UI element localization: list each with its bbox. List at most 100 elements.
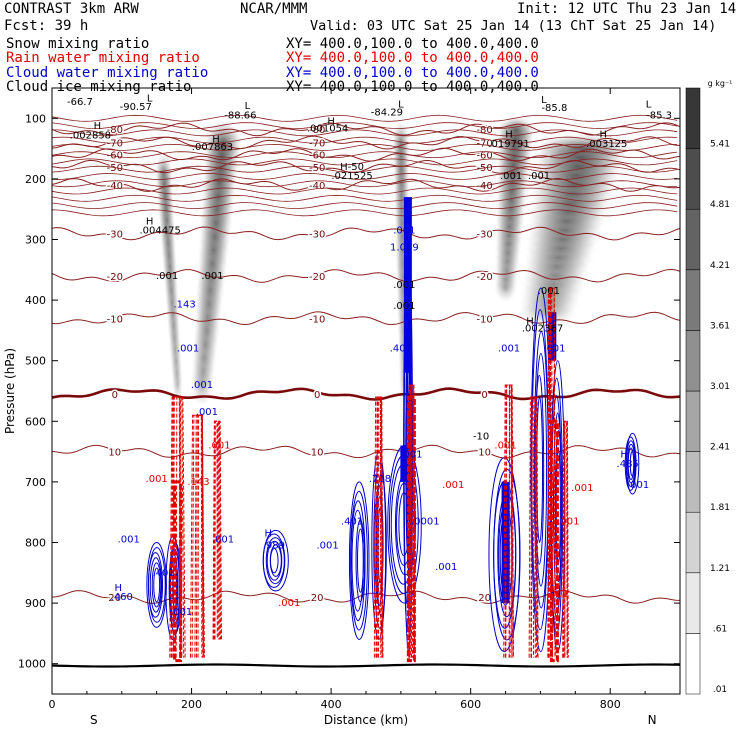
isotherm-label--10-1: -10	[309, 314, 325, 325]
y-tick-label-300: 300	[25, 234, 46, 247]
colorbar-swatch-1	[685, 572, 701, 634]
cloud-water-label-4: .001	[393, 225, 415, 236]
snow-label-18: L	[541, 95, 547, 106]
rain-contour-6	[530, 396, 535, 658]
cloud-water-contour-8	[534, 374, 545, 565]
cloud-water-label-13: .001	[316, 541, 338, 552]
rain-contour-3	[373, 396, 384, 658]
center-label: NCAR/MMM	[240, 1, 308, 17]
snow-label-4: -66.7	[67, 97, 93, 108]
isotherm-label--50-2: -50	[476, 163, 492, 174]
isotherm-label--30-0: -30	[107, 229, 123, 240]
cloud-water-label-1: .001	[177, 344, 199, 355]
isotherm-label--50-0: -50	[107, 163, 123, 174]
snow-label-22: -85.3	[646, 110, 672, 121]
snow-label-28: .001	[393, 301, 415, 312]
snow-label-8: L	[245, 101, 251, 112]
cloud-water-core-1	[400, 445, 409, 482]
x-end-label-south: S	[90, 713, 98, 727]
surface-line	[52, 663, 680, 668]
upper-isotherm	[52, 187, 678, 195]
snow-label-21: L	[646, 99, 652, 110]
x-tick-label-400: 400	[321, 698, 342, 711]
rain-contour-1	[195, 414, 204, 658]
y-tick-label-500: 500	[25, 355, 46, 368]
upper-isotherm	[52, 202, 678, 210]
field-label-rain: Rain water mixing ratio	[6, 50, 200, 66]
snow-label-11: -84.29	[371, 107, 403, 118]
cloud-water-contour-10	[625, 440, 636, 488]
cloud-water-label-5: 1.089	[390, 242, 419, 253]
rain-contour-6	[528, 396, 539, 658]
isotherm-label--40-2: -40	[476, 181, 492, 192]
rain-label-4: .001	[571, 483, 593, 494]
colorbar-label-6: 3.61	[710, 321, 730, 331]
isotherm-label--20-1: -20	[309, 272, 325, 283]
x-tick-label-200: 200	[181, 698, 202, 711]
y-tick-label-700: 700	[25, 476, 46, 489]
isotherm--30	[52, 226, 680, 241]
colorbar-label-3: 1.81	[710, 503, 730, 513]
snow-label-13: H-50	[340, 162, 364, 173]
rain-label-8: .001	[442, 480, 464, 491]
cloud-water-contour-4	[376, 496, 384, 595]
colorbar-swatch-5	[685, 330, 701, 392]
rain-label-0: .001	[208, 441, 230, 452]
cloud-water-label-23: .460	[111, 592, 133, 603]
snow-label-12: L	[398, 99, 404, 110]
model-title: CONTRAST 3km ARW	[4, 1, 139, 17]
rain-contour-3	[377, 396, 382, 658]
rain-label-2: .143	[187, 477, 209, 488]
cloud-water-label-11: H	[265, 528, 273, 539]
init-time: Init: 12 UTC Thu 23 Jan 14	[517, 1, 737, 17]
isotherm-label-10-1: 10	[311, 448, 324, 459]
cloud-water-label-24: .001	[170, 607, 192, 618]
cloud-water-label-10: .401	[153, 568, 175, 579]
plot-area: -80 -80 -80-70 -70 -70-60 -60 -60-50 -50 -50-40-…	[52, 88, 680, 694]
x-end-label-north: N	[648, 713, 657, 727]
colorbar-swatch-4	[685, 390, 701, 452]
xy-snow: XY= 400.0,100.0 to 400.0,400.0	[286, 36, 539, 52]
y-axis-title: Pressure (hPa)	[3, 348, 17, 434]
snow-label-3: L	[147, 93, 153, 104]
isotherm-label-20-1: 20	[311, 593, 324, 604]
upper-isotherm	[52, 136, 678, 144]
colorbar-swatch-7	[685, 208, 701, 271]
upper-isotherm	[52, 158, 678, 166]
rain-label-1: .001	[146, 474, 168, 485]
colorbar-swatch-6	[685, 269, 701, 331]
snow-label-14: .021525	[331, 171, 372, 182]
colorbar-swatch-2	[685, 511, 701, 574]
cloud-water-label-21: .001	[627, 480, 649, 491]
snow-label-7: -88.66	[224, 110, 256, 121]
cloud-water-contour-4	[373, 462, 387, 629]
isotherm-label--50-1: -50	[309, 163, 325, 174]
isotherm--70	[52, 135, 680, 150]
snow-label-19: H	[599, 130, 607, 141]
rain-contour-6	[530, 396, 536, 658]
isotherm-label-10-0: 10	[108, 448, 121, 459]
snow-label-27: .001	[393, 280, 415, 291]
isotherm-label--70-0: -70	[107, 139, 123, 150]
snow-label-30: .001	[528, 171, 550, 182]
y-tick-label-800: 800	[25, 537, 46, 550]
snow-label-15: H	[505, 130, 513, 141]
snow-label-23: H	[146, 216, 154, 227]
colorbar-swatch-3	[685, 451, 701, 513]
isotherm-label--10-0: -10	[107, 314, 123, 325]
colorbar-label-7: 4.21	[710, 261, 730, 271]
rain-label-7: .001	[278, 598, 300, 609]
rain-contour-1	[197, 414, 203, 658]
rain-contour-5	[504, 384, 514, 658]
snow-label-2: -90.57	[120, 102, 152, 113]
rain-label-5: .001	[557, 516, 579, 527]
colorbar-swatch-0	[685, 633, 701, 695]
rain-contour-1	[194, 414, 205, 658]
colorbar-label-1: .61	[713, 624, 727, 634]
isotherm-label--10-2: -10	[476, 314, 492, 325]
isotherm-label-0-0: 0	[112, 390, 118, 401]
cloud-water-contour-0	[151, 562, 162, 608]
rain-contour-8	[562, 420, 566, 658]
isotherm-label--70-1: -70	[309, 139, 325, 150]
